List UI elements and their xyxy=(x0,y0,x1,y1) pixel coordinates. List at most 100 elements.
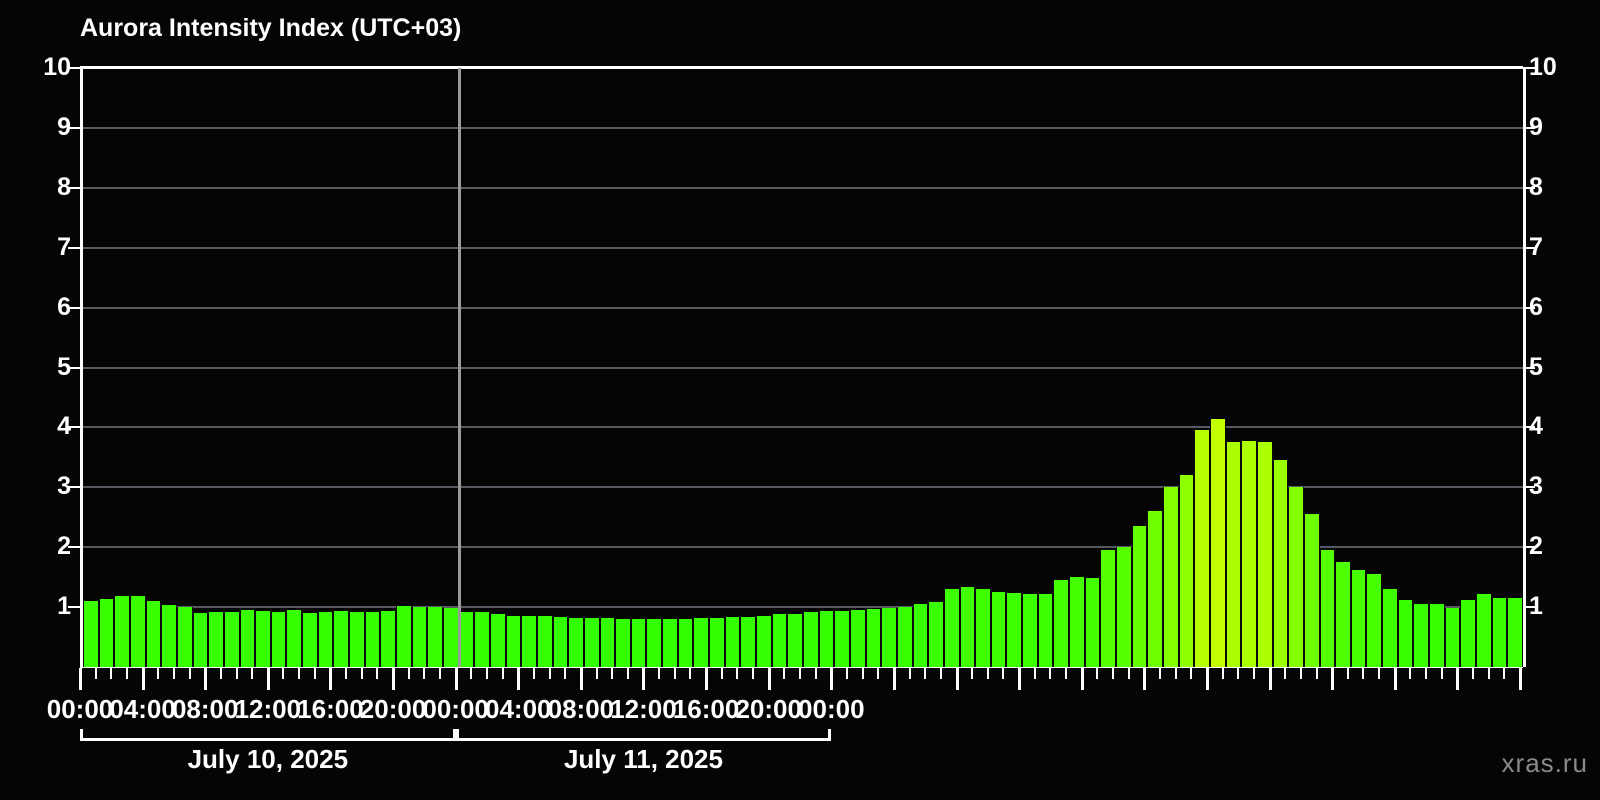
x-tick-major-88 xyxy=(1456,668,1460,690)
bar xyxy=(583,618,600,667)
x-tick-minor-59 xyxy=(1002,668,1005,679)
bar xyxy=(803,611,819,667)
x-tick-minor-29 xyxy=(532,668,535,679)
day-bracket-0 xyxy=(80,729,456,741)
y-tick-mark-left-7 xyxy=(68,246,80,249)
bar xyxy=(349,611,365,667)
bar xyxy=(1288,487,1304,667)
x-tick-minor-39 xyxy=(689,668,692,679)
x-tick-major-40 xyxy=(705,668,709,690)
x-tick-minor-19 xyxy=(376,668,379,679)
x-tick-label-9: 12:00 xyxy=(610,694,677,724)
bar xyxy=(943,589,960,667)
x-tick-major-52 xyxy=(892,668,896,690)
x-tick-minor-54 xyxy=(924,668,927,679)
day-divider xyxy=(457,68,461,667)
bar xyxy=(1131,526,1148,667)
bar xyxy=(83,601,99,667)
bar xyxy=(364,611,381,667)
x-tick-major-36 xyxy=(642,668,646,690)
x-tick-label-2: 08:00 xyxy=(171,694,239,724)
x-tick-minor-51 xyxy=(877,668,880,679)
gridline-6 xyxy=(83,306,1523,309)
x-tick-major-44 xyxy=(767,668,771,690)
bar xyxy=(740,616,757,667)
bar xyxy=(568,617,584,667)
x-tick-major-80 xyxy=(1331,668,1335,690)
bar xyxy=(161,604,177,667)
x-tick-minor-18 xyxy=(360,668,363,679)
y-tick-label-right-3: 3 xyxy=(1529,472,1543,501)
bar-series xyxy=(83,68,1523,667)
bar xyxy=(1241,440,1257,667)
bar xyxy=(239,610,256,667)
x-tick-minor-67 xyxy=(1127,668,1130,679)
gridline-4 xyxy=(83,426,1523,429)
bar xyxy=(114,596,130,667)
x-tick-minor-33 xyxy=(595,668,598,679)
plot-inner xyxy=(83,68,1523,667)
bar xyxy=(505,615,522,667)
bar xyxy=(208,611,224,667)
y-tick-mark-left-2 xyxy=(68,546,80,549)
x-tick-minor-47 xyxy=(814,668,817,679)
x-tick-minor-82 xyxy=(1362,668,1365,679)
x-tick-major-0 xyxy=(79,668,82,690)
x-tick-minor-58 xyxy=(986,668,989,679)
x-tick-label-6: 00:00 xyxy=(422,694,489,724)
y-tick-label-right-4: 4 xyxy=(1529,412,1543,441)
bar xyxy=(1209,419,1226,667)
bar xyxy=(145,601,162,667)
x-tick-minor-38 xyxy=(673,668,676,679)
gridline-8 xyxy=(83,186,1523,189)
x-tick-minor-35 xyxy=(626,668,629,679)
x-tick-major-4 xyxy=(141,668,145,690)
x-tick-minor-11 xyxy=(251,668,254,679)
y-tick-mark-left-3 xyxy=(68,486,80,489)
x-tick-label-5: 20:00 xyxy=(359,694,427,724)
bar xyxy=(1429,604,1445,667)
x-tick-major-32 xyxy=(579,668,583,690)
x-tick-minor-34 xyxy=(611,668,614,679)
y-tick-label-left-6: 6 xyxy=(57,292,71,321)
bar xyxy=(928,602,944,667)
bar xyxy=(881,607,897,667)
y-tick-mark-right-7 xyxy=(1523,246,1535,249)
bar xyxy=(1397,599,1414,667)
bar xyxy=(990,591,1007,667)
bar xyxy=(255,611,271,667)
bar xyxy=(630,619,647,667)
x-tick-minor-91 xyxy=(1503,668,1506,679)
watermark: xras.ru xyxy=(1501,748,1588,778)
bar xyxy=(286,609,303,667)
bar xyxy=(677,619,694,667)
y-tick-mark-left-6 xyxy=(68,306,80,309)
y-tick-label-left-8: 8 xyxy=(57,172,71,201)
x-tick-minor-15 xyxy=(313,668,316,679)
y-tick-label-right-10: 10 xyxy=(1529,53,1557,81)
bar xyxy=(270,611,287,667)
page-title: Aurora Intensity Index (UTC+03) xyxy=(80,14,462,42)
bar xyxy=(380,611,397,667)
x-tick-minor-78 xyxy=(1299,668,1302,679)
bar xyxy=(1272,460,1289,667)
x-tick-minor-21 xyxy=(407,668,410,679)
bar xyxy=(536,616,553,667)
bar xyxy=(223,611,240,667)
bar xyxy=(1256,442,1273,667)
x-tick-label-7: 04:00 xyxy=(485,694,552,724)
bar xyxy=(1178,475,1195,667)
bar xyxy=(959,587,976,667)
gridline-5 xyxy=(83,366,1523,369)
x-tick-minor-7 xyxy=(188,668,191,679)
x-tick-major-60 xyxy=(1018,668,1022,690)
bar xyxy=(646,619,663,667)
bar xyxy=(1319,550,1336,667)
y-tick-label-left-5: 5 xyxy=(57,352,71,381)
bar xyxy=(849,609,866,667)
y-tick-mark-left-8 xyxy=(68,186,80,189)
y-tick-mark-left-1 xyxy=(68,606,80,609)
x-tick-major-8 xyxy=(204,668,208,690)
bar xyxy=(1366,574,1383,667)
